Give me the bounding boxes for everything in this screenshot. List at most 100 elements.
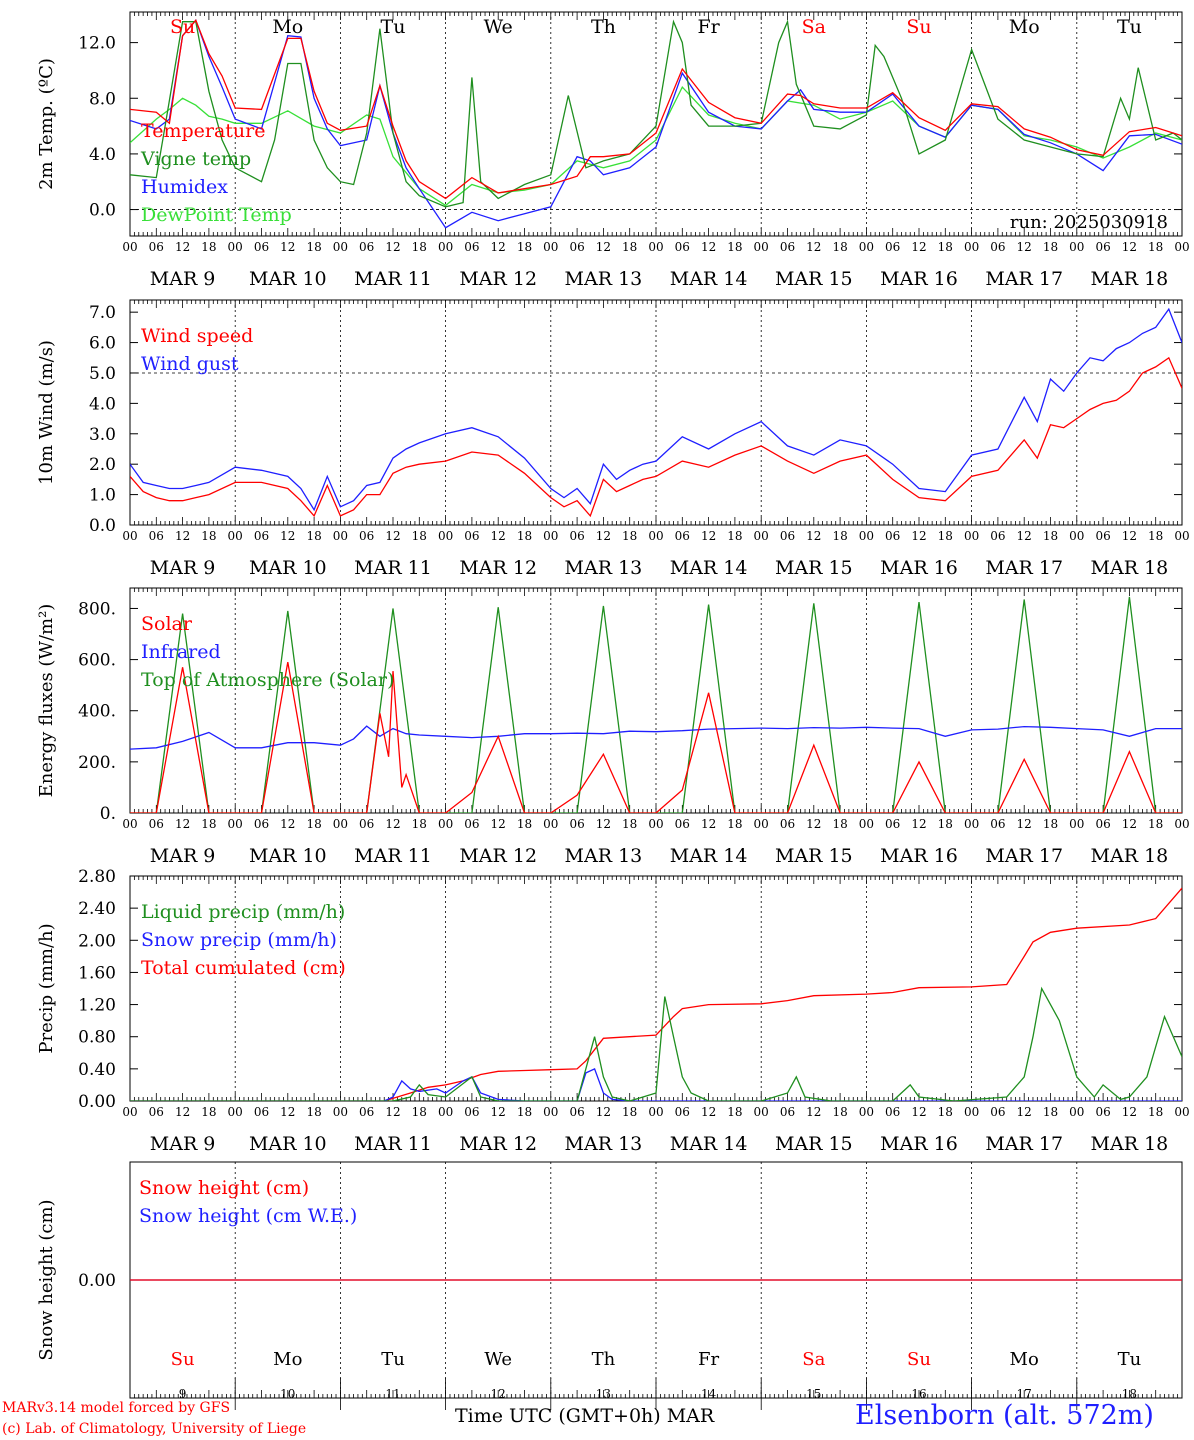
- hour-tick-label: 18: [201, 817, 216, 831]
- day-name-label: Su: [906, 16, 931, 38]
- hour-tick-label: 00: [228, 529, 243, 543]
- y-tick-label: 7.0: [89, 303, 116, 323]
- day-number-label: 13: [596, 1387, 611, 1401]
- y-tick-label: 0.00: [78, 1092, 116, 1112]
- hour-tick-label: 12: [806, 240, 821, 254]
- hour-tick-label: 18: [306, 529, 321, 543]
- hour-tick-label: 06: [990, 1105, 1005, 1119]
- hour-tick-label: 00: [1174, 529, 1189, 543]
- y-tick-label: 4.0: [89, 145, 116, 165]
- series-wind-gust: [130, 307, 1182, 512]
- hour-tick-label: 12: [385, 817, 400, 831]
- hour-tick-label: 12: [1122, 1105, 1137, 1119]
- hour-tick-label: 00: [754, 817, 769, 831]
- day-number-label: 16: [911, 1387, 926, 1401]
- hour-tick-label: 18: [938, 529, 953, 543]
- legend-entry: Infrared: [141, 641, 221, 663]
- hour-tick-label: 00: [964, 817, 979, 831]
- date-label: MAR 16: [880, 1133, 958, 1155]
- hour-tick-label: 18: [622, 817, 637, 831]
- day-name-label: Sa: [802, 1349, 825, 1370]
- date-label: MAR 15: [775, 268, 853, 290]
- hour-tick-label: 06: [254, 1105, 269, 1119]
- hour-tick-label: 12: [1017, 240, 1032, 254]
- hour-tick-label: 06: [675, 817, 690, 831]
- legend-entry: Wind gust: [141, 353, 239, 375]
- hour-tick-label: 12: [701, 1105, 716, 1119]
- date-label: MAR 13: [565, 268, 643, 290]
- date-label: MAR 14: [670, 557, 748, 579]
- legend-entry: Vigne temp: [140, 148, 251, 170]
- hour-tick-label: 06: [569, 240, 584, 254]
- hour-tick-label: 12: [806, 1105, 821, 1119]
- date-label: MAR 14: [670, 268, 748, 290]
- day-name-label: Su: [170, 16, 195, 38]
- date-label: MAR 11: [354, 557, 432, 579]
- hour-tick-label: 12: [911, 240, 926, 254]
- date-label: MAR 12: [459, 845, 537, 867]
- date-label: MAR 16: [880, 268, 958, 290]
- y-tick-label: 0.80: [78, 1028, 116, 1048]
- hour-tick-label: 12: [175, 817, 190, 831]
- hour-tick-label: 12: [911, 817, 926, 831]
- hour-tick-label: 12: [491, 1105, 506, 1119]
- hour-tick-label: 00: [648, 240, 663, 254]
- hour-tick-label: 12: [806, 817, 821, 831]
- series-top-of-atmosphere-solar-: [130, 596, 1182, 813]
- hour-tick-label: 06: [359, 529, 374, 543]
- date-label: MAR 17: [985, 557, 1063, 579]
- day-number-label: 11: [385, 1387, 400, 1401]
- date-label: MAR 18: [1091, 845, 1169, 867]
- day-name-label: Tu: [381, 1349, 405, 1370]
- hour-tick-label: 12: [175, 1105, 190, 1119]
- hour-tick-label: 18: [938, 240, 953, 254]
- hour-tick-label: 06: [569, 1105, 584, 1119]
- hour-tick-label: 00: [333, 1105, 348, 1119]
- hour-tick-label: 12: [806, 529, 821, 543]
- y-tick-label: 4.0: [89, 394, 116, 414]
- hour-tick-label: 12: [596, 529, 611, 543]
- hour-tick-label: 00: [754, 240, 769, 254]
- hour-tick-label: 00: [543, 240, 558, 254]
- hour-tick-label: 12: [596, 817, 611, 831]
- hour-tick-label: 00: [859, 1105, 874, 1119]
- hour-tick-label: 18: [1148, 529, 1163, 543]
- hour-tick-label: 00: [1174, 240, 1189, 254]
- hour-tick-label: 18: [622, 240, 637, 254]
- hour-tick-label: 06: [780, 240, 795, 254]
- date-label: MAR 13: [565, 1133, 643, 1155]
- day-name-label: We: [484, 1349, 512, 1370]
- y-tick-label: 12.0: [78, 34, 116, 54]
- legend-entry: Snow precip (mm/h): [141, 929, 337, 951]
- hour-tick-label: 18: [412, 240, 427, 254]
- hour-tick-label: 18: [201, 240, 216, 254]
- hour-tick-label: 12: [385, 529, 400, 543]
- date-label: MAR 17: [985, 268, 1063, 290]
- panel-temp: 0.0 4.0 8.0 12.0 2m Temp. (ºC) Temperature Vig…: [36, 11, 1190, 290]
- hour-tick-label: 18: [1043, 529, 1058, 543]
- hour-tick-label: 06: [464, 240, 479, 254]
- hour-tick-label: 06: [885, 1105, 900, 1119]
- y-axis-title: Snow height (cm): [36, 1199, 57, 1360]
- date-label: MAR 11: [354, 1133, 432, 1155]
- date-label: MAR 18: [1091, 268, 1169, 290]
- day-name-label: Su: [171, 1349, 195, 1370]
- hour-tick-label: 00: [1069, 1105, 1084, 1119]
- hour-tick-label: 00: [1174, 817, 1189, 831]
- hour-tick-label: 06: [990, 240, 1005, 254]
- hour-tick-label: 06: [359, 817, 374, 831]
- hour-tick-label: 00: [122, 240, 137, 254]
- hour-tick-label: 06: [990, 529, 1005, 543]
- hour-tick-label: 00: [438, 1105, 453, 1119]
- hour-tick-label: 18: [412, 817, 427, 831]
- hour-tick-label: 06: [780, 1105, 795, 1119]
- hour-tick-label: 06: [675, 240, 690, 254]
- date-label: MAR 14: [670, 845, 748, 867]
- hour-tick-label: 18: [1043, 240, 1058, 254]
- hour-tick-label: 00: [333, 817, 348, 831]
- hour-tick-label: 00: [648, 529, 663, 543]
- hour-tick-label: 18: [938, 1105, 953, 1119]
- hour-tick-label: 12: [1017, 529, 1032, 543]
- day-number-label: 10: [280, 1387, 295, 1401]
- y-axis-title: 10m Wind (m/s): [36, 340, 57, 485]
